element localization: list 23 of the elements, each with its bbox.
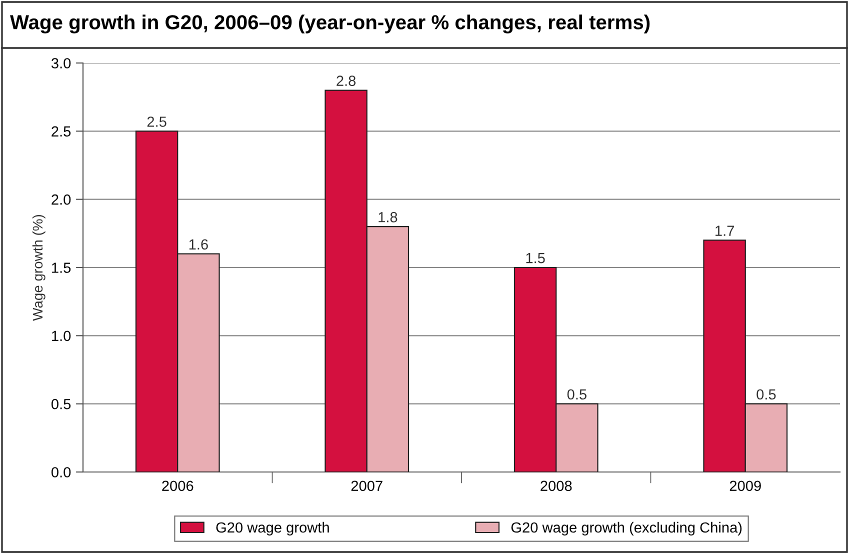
legend-label: G20 wage growth bbox=[216, 522, 329, 536]
text: 1.5 bbox=[52, 262, 71, 273]
x-tick-label: 2007 bbox=[351, 480, 382, 492]
text: 0.5 bbox=[51, 398, 71, 410]
x-tick-label: 2008 bbox=[540, 480, 572, 492]
text: 2.5 bbox=[52, 126, 71, 137]
data-label: 2.8 bbox=[336, 76, 356, 86]
data-label: 0.5 bbox=[567, 389, 586, 400]
data-label: 1.7 bbox=[716, 226, 734, 236]
x-tick-label: 2009 bbox=[730, 480, 761, 492]
data-label: 1.5 bbox=[526, 253, 545, 264]
text: 0.0 bbox=[51, 467, 71, 478]
data-label: 0.5 bbox=[756, 389, 776, 400]
text: 1.0 bbox=[52, 330, 71, 342]
x-tick-label: 2006 bbox=[162, 480, 194, 492]
data-label: 2.5 bbox=[147, 116, 166, 127]
text: 2.0 bbox=[52, 194, 71, 205]
text: 3.0 bbox=[51, 58, 71, 68]
data-label: 1.6 bbox=[189, 239, 208, 250]
chart-title: Wage growth in G20, 2006–09 (year-on-year % changes, real terms) bbox=[10, 14, 650, 34]
legend-label: G20 wage growth (excluding China) bbox=[511, 522, 742, 536]
y-axis-title: Wage growth (%) bbox=[32, 214, 46, 321]
data-label: 1.8 bbox=[378, 212, 398, 222]
